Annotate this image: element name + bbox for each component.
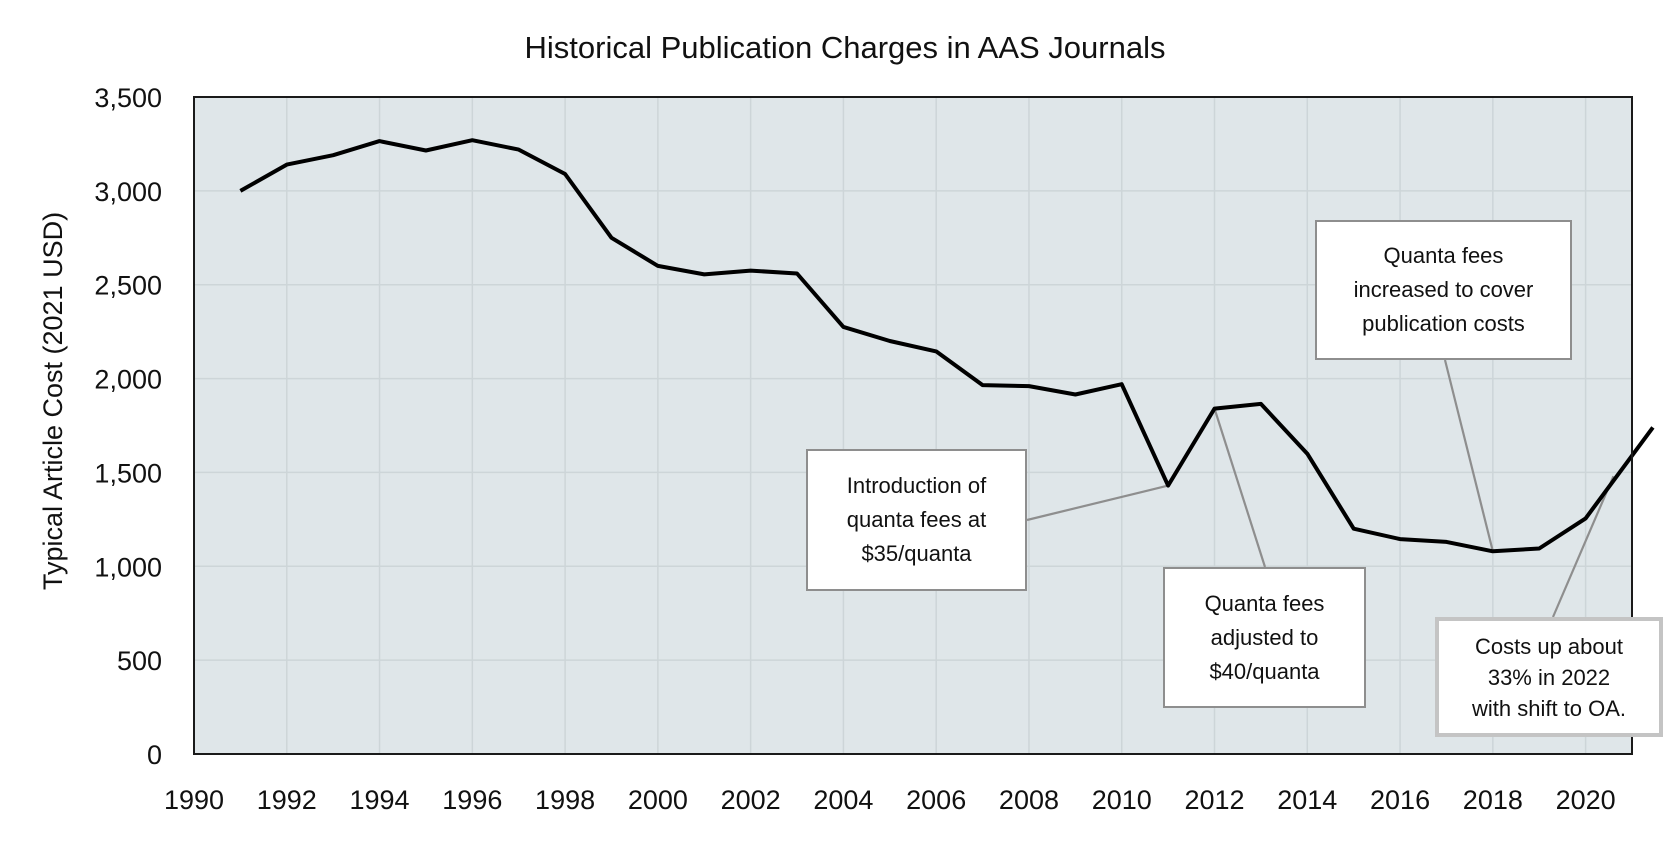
y-tick-label: 1,000	[94, 552, 162, 582]
y-tick-label: 2,000	[94, 365, 162, 395]
x-tick-label: 2008	[999, 785, 1059, 815]
annotation-leader-line	[1443, 359, 1494, 552]
annotation-leader-line	[1026, 484, 1169, 522]
annotation-leader-line	[1551, 475, 1615, 618]
x-axis-ticks: 1990 1992 1994 1996 1998 2000 2002 2004 2006 2008…	[164, 785, 1616, 815]
x-tick-label: 2010	[1092, 785, 1152, 815]
y-tick-label: 3,500	[94, 83, 162, 113]
x-tick-label: 1992	[257, 785, 317, 815]
x-tick-label: 2018	[1463, 785, 1523, 815]
annotation-leaders	[1026, 359, 1615, 618]
annotation-quanta-adjusted: Quanta fees adjusted to $40/quanta	[1163, 567, 1366, 708]
y-axis-ticks: 0 500 1,000 1,500 2,000 2,500 3,000 3,500	[94, 83, 162, 770]
x-tick-label: 2020	[1556, 785, 1616, 815]
x-tick-label: 1990	[164, 785, 224, 815]
x-tick-label: 1998	[535, 785, 595, 815]
series-line-typical-article-cost	[239, 138, 1655, 554]
annotation-quanta-increased: Quanta fees increased to cover publicati…	[1315, 220, 1572, 360]
annotation-leader-line	[1213, 408, 1267, 568]
x-tick-label: 2004	[813, 785, 873, 815]
x-tick-label: 1994	[350, 785, 410, 815]
x-tick-label: 2016	[1370, 785, 1430, 815]
x-tick-label: 2000	[628, 785, 688, 815]
x-tick-label: 1996	[442, 785, 502, 815]
x-tick-label: 2014	[1277, 785, 1337, 815]
y-axis-label: Typical Article Cost (2021 USD)	[38, 212, 68, 590]
x-tick-label: 2012	[1184, 785, 1244, 815]
y-tick-label: 0	[147, 740, 162, 770]
chart-title: Historical Publication Charges in AAS Jo…	[525, 30, 1166, 65]
plot-area	[194, 97, 1632, 754]
y-tick-label: 500	[117, 646, 162, 676]
x-tick-label: 2006	[906, 785, 966, 815]
y-tick-label: 1,500	[94, 458, 162, 488]
annotation-oa-shift: Costs up about 33% in 2022 with shift to…	[1435, 617, 1663, 737]
plot-frame	[193, 96, 1633, 755]
y-tick-label: 2,500	[94, 271, 162, 301]
y-tick-label: 3,000	[94, 177, 162, 207]
x-tick-label: 2002	[721, 785, 781, 815]
annotation-quanta-introduction: Introduction of quanta fees at $35/quant…	[806, 449, 1027, 591]
